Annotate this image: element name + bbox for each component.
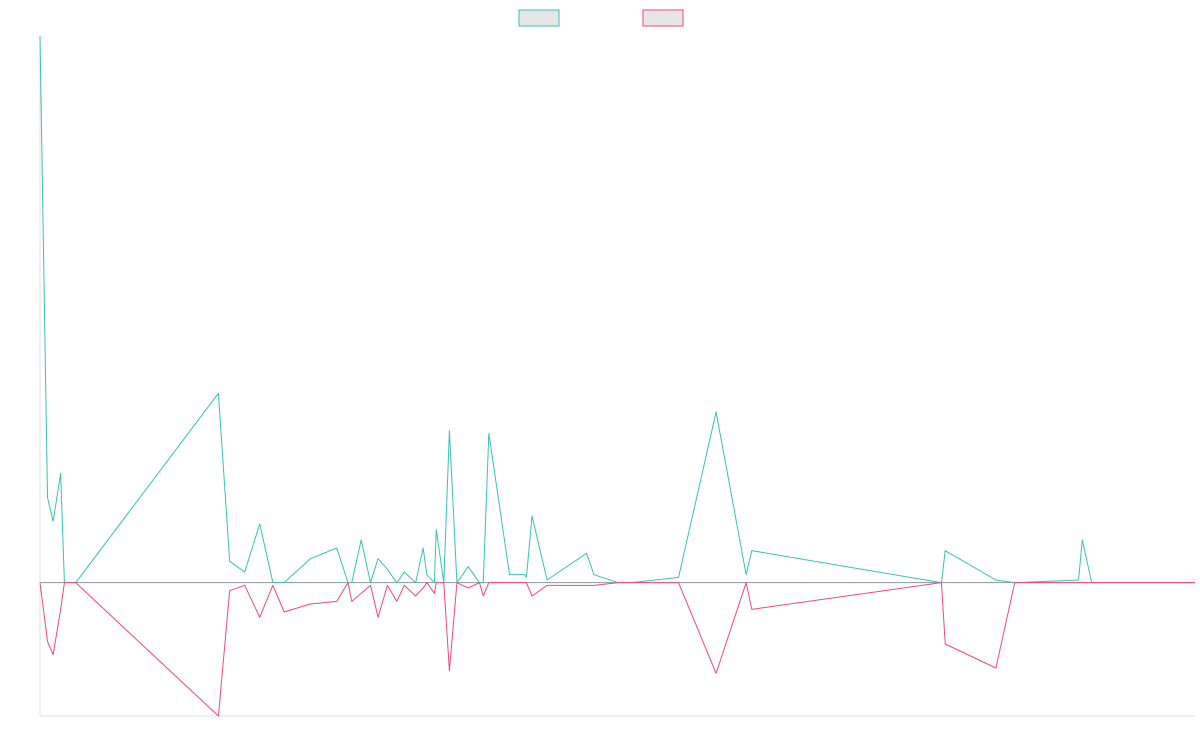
legend-swatch-2[interactable] (642, 9, 684, 27)
legend (518, 9, 684, 27)
legend-swatch-1[interactable] (518, 9, 560, 27)
series-line-2 (39, 582, 1195, 717)
series-line-1 (39, 35, 1195, 584)
plot-area (39, 35, 1195, 717)
axes (39, 36, 1195, 717)
